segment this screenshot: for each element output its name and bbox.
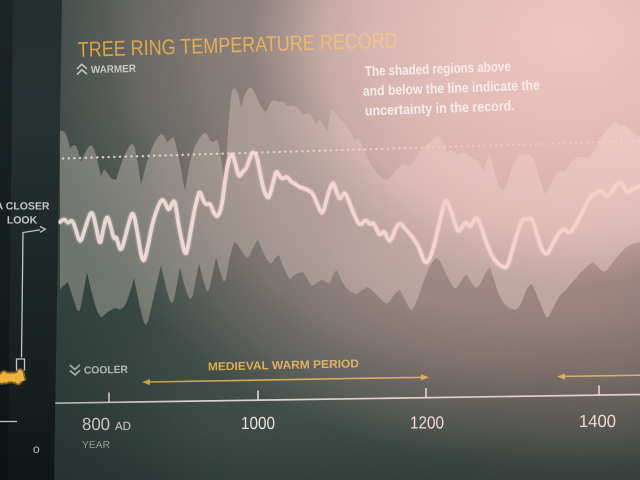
svg-text:and below the line indicate th: and below the line indicate the: [363, 77, 541, 99]
svg-text:A CLOSER: A CLOSER: [0, 201, 50, 213]
svg-text:o: o: [33, 442, 40, 456]
svg-text:The shaded regions above: The shaded regions above: [365, 58, 512, 79]
svg-text:TREE RING TEMPERATURE RECORD: TREE RING TEMPERATURE RECORD: [77, 28, 398, 62]
svg-text:LOOK: LOOK: [7, 215, 38, 227]
svg-text:uncertainty in the record.: uncertainty in the record.: [365, 97, 515, 118]
